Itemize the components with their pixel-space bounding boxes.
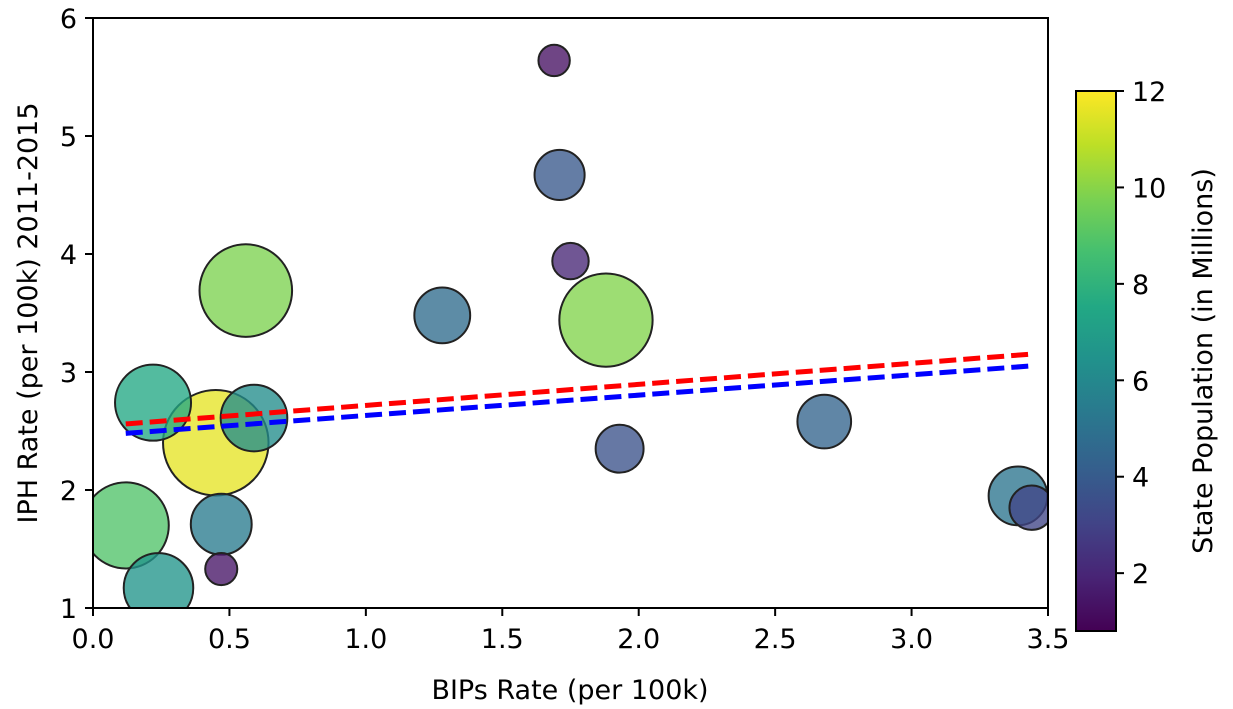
y-axis-label: IPH Rate (per 100k) 2011-2015 <box>13 102 44 523</box>
data-point <box>122 552 195 608</box>
y-tick-label: 2 <box>60 476 77 507</box>
data-point <box>558 272 654 368</box>
x-tick-label: 0.0 <box>72 624 115 655</box>
plot-area <box>93 43 1048 608</box>
x-tick-label: 1.5 <box>481 624 524 655</box>
data-point <box>93 481 170 570</box>
data-point <box>594 423 645 474</box>
plot-frame <box>92 17 1049 609</box>
x-tick-label: 2.0 <box>617 624 660 655</box>
x-tick-label: 1.0 <box>344 624 387 655</box>
trend-lines-layer <box>125 351 1030 436</box>
data-point <box>796 393 853 450</box>
data-point <box>551 241 590 281</box>
colorbar-tick-label: 2 <box>1132 559 1149 590</box>
colorbar: 2 4 6 8 10 12 State Population (in Millions) <box>1075 77 1219 632</box>
colorbar-tick-label: 4 <box>1132 463 1149 494</box>
colorbar-ticks: 2 4 6 8 10 12 <box>1116 77 1166 590</box>
data-point <box>219 383 289 453</box>
points-layer <box>93 43 1048 608</box>
x-axis: 0.0 0.5 1.0 1.5 2.0 2.5 3.0 3.5 <box>72 608 1070 655</box>
x-tick-label: 0.5 <box>208 624 251 655</box>
data-point <box>1008 484 1048 531</box>
data-point <box>533 148 586 201</box>
x-axis-label: BIPs Rate (per 100k) <box>431 675 708 706</box>
data-point <box>198 243 294 338</box>
y-tick-label: 4 <box>60 240 77 271</box>
colorbar-tick-label: 6 <box>1132 366 1149 397</box>
data-point <box>189 492 253 556</box>
y-tick-label: 6 <box>60 4 77 35</box>
x-tick-label: 3.0 <box>890 624 933 655</box>
y-tick-label: 1 <box>60 594 77 625</box>
trend-line <box>125 351 1030 427</box>
y-tick-label: 5 <box>60 122 77 153</box>
colorbar-gradient <box>1075 90 1117 632</box>
data-point <box>204 552 239 587</box>
x-tick-label: 3.5 <box>1027 624 1070 655</box>
data-point <box>537 43 571 78</box>
colorbar-tick-label: 10 <box>1132 173 1166 204</box>
colorbar-label: State Population (in Millions) <box>1188 168 1219 554</box>
x-tick-label: 2.5 <box>754 624 797 655</box>
data-point <box>413 286 472 345</box>
colorbar-tick-label: 8 <box>1132 270 1149 301</box>
trend-line <box>125 363 1030 436</box>
colorbar-tick-label: 12 <box>1132 77 1166 108</box>
y-tick-label: 3 <box>60 358 77 389</box>
y-axis: 1 2 3 4 5 6 <box>60 4 93 625</box>
